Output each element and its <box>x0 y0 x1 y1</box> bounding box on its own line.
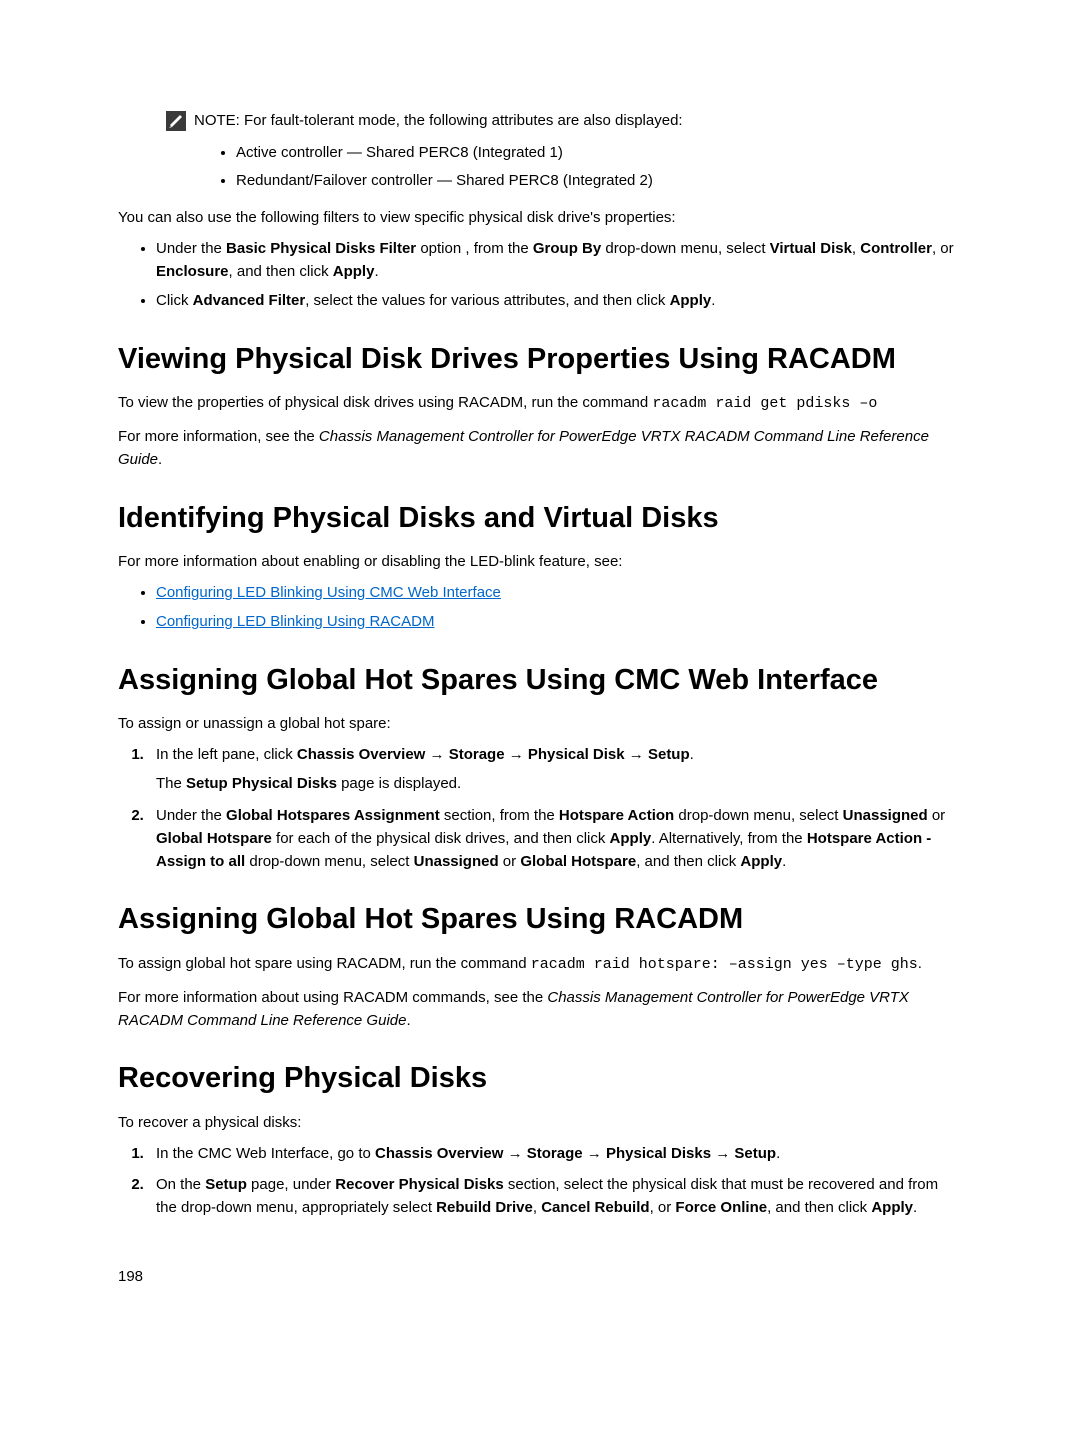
heading-recovering: Recovering Physical Disks <box>118 1060 962 1096</box>
sec3-step-1: In the left pane, click Chassis Overview… <box>148 743 962 796</box>
note-label: NOTE: <box>194 112 240 129</box>
sec4-p1: To assign global hot spare using RACADM,… <box>118 952 962 976</box>
sec2-links: Configuring LED Blinking Using CMC Web I… <box>118 581 962 634</box>
page-number: 198 <box>118 1268 962 1285</box>
code-racadm-get: racadm raid get pdisks –o <box>652 395 877 412</box>
sec3-step-1-sub: The Setup Physical Disks page is display… <box>156 772 962 795</box>
note-body: For fault-tolerant mode, the following a… <box>240 112 683 129</box>
note-item-2: Redundant/Failover controller — Shared P… <box>236 167 962 196</box>
filters-intro: You can also use the following filters t… <box>118 206 962 229</box>
sec3-steps: In the left pane, click Chassis Overview… <box>118 743 962 873</box>
link-led-web[interactable]: Configuring LED Blinking Using CMC Web I… <box>156 584 501 601</box>
sec5-step-2: On the Setup page, under Recover Physica… <box>148 1173 962 1220</box>
sec4-p2: For more information about using RACADM … <box>118 986 962 1033</box>
note-icon <box>166 111 186 131</box>
sec3-step-2: Under the Global Hotspares Assignment se… <box>148 804 962 874</box>
heading-hotspares-web: Assigning Global Hot Spares Using CMC We… <box>118 662 962 698</box>
link-item-1: Configuring LED Blinking Using CMC Web I… <box>156 581 962 604</box>
sec5-p1: To recover a physical disks: <box>118 1111 962 1134</box>
note-text: NOTE: For fault-tolerant mode, the follo… <box>194 110 683 133</box>
note-sub-list: Active controller — Shared PERC8 (Integr… <box>118 139 962 196</box>
sec1-p2: For more information, see the Chassis Ma… <box>118 425 962 472</box>
sec2-p1: For more information about enabling or d… <box>118 550 962 573</box>
code-racadm-hotspare: racadm raid hotspare: –assign yes –type … <box>531 956 918 973</box>
note-item-1: Active controller — Shared PERC8 (Integr… <box>236 139 962 168</box>
page-content: NOTE: For fault-tolerant mode, the follo… <box>0 0 1080 1345</box>
filter-list: Under the Basic Physical Disks Filter op… <box>118 237 962 313</box>
sec3-p1: To assign or unassign a global hot spare… <box>118 712 962 735</box>
sec1-p1: To view the properties of physical disk … <box>118 391 962 415</box>
link-led-racadm[interactable]: Configuring LED Blinking Using RACADM <box>156 613 434 630</box>
link-item-2: Configuring LED Blinking Using RACADM <box>156 610 962 633</box>
filter-item-2: Click Advanced Filter, select the values… <box>156 289 962 312</box>
heading-viewing-racadm: Viewing Physical Disk Drives Properties … <box>118 341 962 377</box>
filter-item-1: Under the Basic Physical Disks Filter op… <box>156 237 962 284</box>
sec5-steps: In the CMC Web Interface, go to Chassis … <box>118 1142 962 1220</box>
sec5-step-1: In the CMC Web Interface, go to Chassis … <box>148 1142 962 1165</box>
heading-identifying: Identifying Physical Disks and Virtual D… <box>118 500 962 536</box>
note-block: NOTE: For fault-tolerant mode, the follo… <box>166 110 962 133</box>
heading-hotspares-racadm: Assigning Global Hot Spares Using RACADM <box>118 901 962 937</box>
